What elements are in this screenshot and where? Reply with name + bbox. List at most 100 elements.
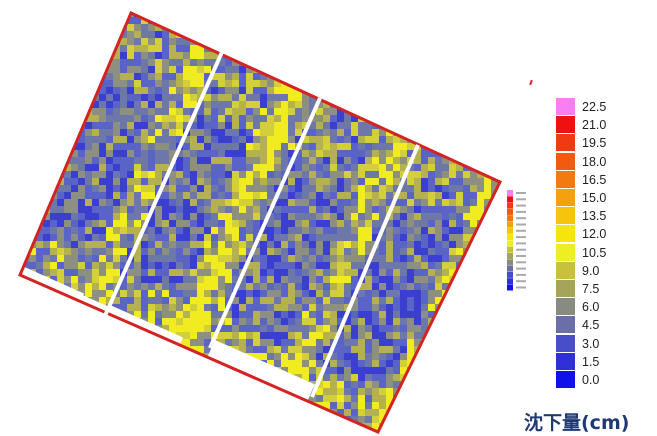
settlement-cell (204, 255, 211, 262)
settlement-cell (470, 192, 477, 199)
settlement-cell (379, 297, 386, 304)
settlement-cell (204, 129, 211, 136)
settlement-cell (169, 101, 176, 108)
settlement-cell (260, 234, 267, 241)
settlement-cell (407, 262, 414, 269)
settlement-cell (463, 276, 470, 283)
settlement-cell (456, 409, 463, 416)
settlement-cell (435, 94, 442, 101)
settlement-cell (43, 234, 50, 241)
settlement-cell (309, 395, 316, 402)
settlement-cell (428, 206, 435, 213)
settlement-cell (43, 178, 50, 185)
settlement-cell (169, 136, 176, 143)
settlement-cell (29, 304, 36, 311)
settlement-cell (120, 283, 127, 290)
settlement-cell (316, 213, 323, 220)
settlement-cell (281, 402, 288, 409)
settlement-cell (92, 206, 99, 213)
settlement-cell (302, 101, 309, 108)
settlement-cell (470, 136, 477, 143)
settlement-cell (36, 346, 43, 353)
settlement-cell (337, 318, 344, 325)
settlement-cell (155, 31, 162, 38)
settlement-cell (211, 206, 218, 213)
settlement-cell (106, 87, 113, 94)
settlement-cell (316, 234, 323, 241)
settlement-cell (43, 367, 50, 374)
settlement-cell (155, 94, 162, 101)
settlement-cell (127, 185, 134, 192)
settlement-cell (197, 409, 204, 416)
settlement-cell (407, 388, 414, 395)
settlement-cell (386, 185, 393, 192)
settlement-cell (197, 185, 204, 192)
settlement-cell (197, 220, 204, 227)
settlement-cell (239, 122, 246, 129)
settlement-cell (246, 178, 253, 185)
settlement-cell (442, 255, 449, 262)
settlement-cell (449, 269, 456, 276)
settlement-cell (22, 325, 29, 332)
settlement-cell (183, 101, 190, 108)
settlement-cell (491, 409, 498, 416)
settlement-cell (127, 31, 134, 38)
settlement-cell (71, 220, 78, 227)
settlement-cell (36, 332, 43, 339)
settlement-cell (463, 311, 470, 318)
settlement-cell (176, 192, 183, 199)
settlement-cell (211, 164, 218, 171)
settlement-cell (50, 87, 57, 94)
settlement-cell (20, 234, 22, 241)
settlement-cell (260, 171, 267, 178)
settlement-cell (78, 423, 85, 430)
settlement-cell (246, 73, 253, 80)
settlement-cell (120, 94, 127, 101)
settlement-cell (316, 108, 323, 115)
settlement-cell (197, 430, 204, 432)
settlement-cell (337, 178, 344, 185)
settlement-cell (57, 143, 64, 150)
settlement-cell (92, 395, 99, 402)
settlement-cell (407, 66, 414, 73)
settlement-cell (120, 339, 127, 346)
settlement-cell (232, 164, 239, 171)
settlement-cell (274, 178, 281, 185)
settlement-cell (393, 402, 400, 409)
settlement-cell (190, 402, 197, 409)
settlement-cell (141, 59, 148, 66)
settlement-cell (190, 416, 197, 423)
settlement-cell (449, 59, 456, 66)
settlement-cell (400, 87, 407, 94)
settlement-cell (85, 178, 92, 185)
settlement-cell (239, 430, 246, 432)
settlement-cell (113, 213, 120, 220)
settlement-cell (43, 73, 50, 80)
settlement-cell (463, 318, 470, 325)
settlement-cell (274, 129, 281, 136)
settlement-cell (372, 325, 379, 332)
settlement-cell (288, 171, 295, 178)
settlement-cell (20, 157, 22, 164)
settlement-cell (218, 17, 225, 24)
settlement-cell (78, 234, 85, 241)
settlement-cell (372, 276, 379, 283)
settlement-cell (463, 213, 470, 220)
settlement-cell (22, 164, 29, 171)
settlement-cell (22, 416, 29, 423)
settlement-cell (309, 283, 316, 290)
settlement-cell (323, 164, 330, 171)
settlement-cell (190, 262, 197, 269)
settlement-cell (484, 73, 491, 80)
settlement-cell (316, 80, 323, 87)
settlement-cell (442, 52, 449, 59)
settlement-cell (295, 59, 302, 66)
settlement-cell (393, 416, 400, 423)
settlement-cell (281, 101, 288, 108)
legend-label: 10.5 (582, 245, 607, 260)
settlement-cell (169, 283, 176, 290)
settlement-cell (295, 122, 302, 129)
legend-label: 4.5 (582, 318, 600, 333)
settlement-cell (92, 346, 99, 353)
settlement-cell (127, 87, 134, 94)
